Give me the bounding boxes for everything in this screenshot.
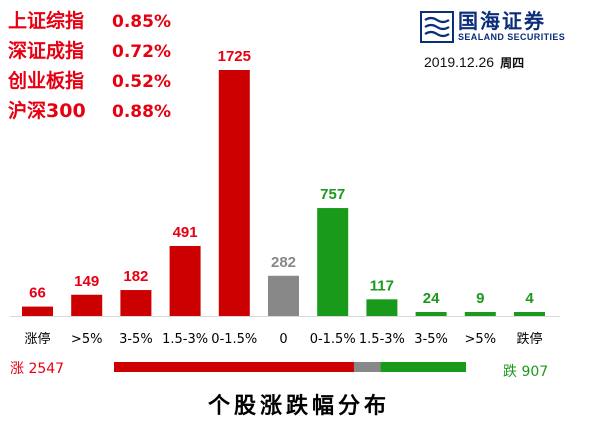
sealand-logo-icon [420,10,454,43]
summary-flat-bar [353,362,381,372]
category-label: 3-5% [119,332,153,347]
bar-value-label: 9 [476,290,484,307]
bar [268,275,299,316]
index-list: 上证综指 0.85% 深证成指 0.72% 创业板指 0.52% 沪深300 0… [8,6,171,126]
bar [415,312,447,316]
bar-value-label: 149 [74,273,99,290]
chart-title: 个股涨跌幅分布 [207,393,390,419]
index-name: 创业板指 [8,70,85,92]
index-value: 0.72% [112,42,171,62]
bar [464,312,496,316]
category-label: 涨停 [24,331,50,347]
index-row-hs300: 沪深300 0.88% [8,96,171,126]
bar [366,299,398,316]
bar [22,306,53,316]
summary-up-label: 涨 2547 [10,361,64,377]
category-label: 3-5% [414,332,448,347]
brand-logo: 国海证券 SEALAND SECURITIES [420,10,565,43]
bar-value-label: 66 [29,285,46,302]
category-label: 1.5-3% [162,332,208,347]
bar [71,294,103,316]
weekday: 周四 [500,56,525,70]
category-label: 跌停 [516,331,542,347]
bar [120,290,152,316]
index-value: 0.85% [112,12,171,32]
index-row-cyb: 创业板指 0.52% [8,66,171,96]
date-line: 2019.12.26 周四 [424,54,524,71]
index-name: 深证成指 [8,40,85,62]
category-label: 1.5-3% [359,332,405,347]
category-label: 0 [279,332,287,347]
bar-value-label: 24 [423,290,440,307]
bar-value-label: 1725 [218,48,251,65]
index-value: 0.52% [112,72,171,92]
logo-text: 国海证券 SEALAND SECURITIES [458,10,565,43]
bar-value-label: 757 [320,186,345,203]
report-date: 2019.12.26 [424,54,495,70]
index-row-sz: 深证成指 0.72% [8,36,171,66]
index-name: 沪深300 [8,100,86,122]
category-label: 0-1.5% [211,332,257,347]
bar-value-label: 4 [525,290,534,307]
bar [317,208,349,316]
bar-value-label: 182 [123,268,148,285]
bar [514,312,545,316]
bar-value-label: 491 [173,224,198,241]
category-label: >5% [465,332,497,347]
logo-cn: 国海证券 [458,9,546,33]
summary-up-bar [114,362,354,372]
logo-en: SEALAND SECURITIES [458,32,566,42]
summary-down-label: 跌 907 [503,364,548,380]
bar [169,245,201,316]
bar [218,70,250,316]
bar-value-label: 117 [370,277,394,294]
index-value: 0.88% [112,102,171,122]
bar-value-label: 282 [271,254,296,271]
index-row-sh: 上证综指 0.85% [8,6,171,36]
summary-down-bar [380,362,466,372]
category-label: >5% [71,332,103,347]
index-name: 上证综指 [8,10,85,32]
category-label: 0-1.5% [310,332,356,347]
